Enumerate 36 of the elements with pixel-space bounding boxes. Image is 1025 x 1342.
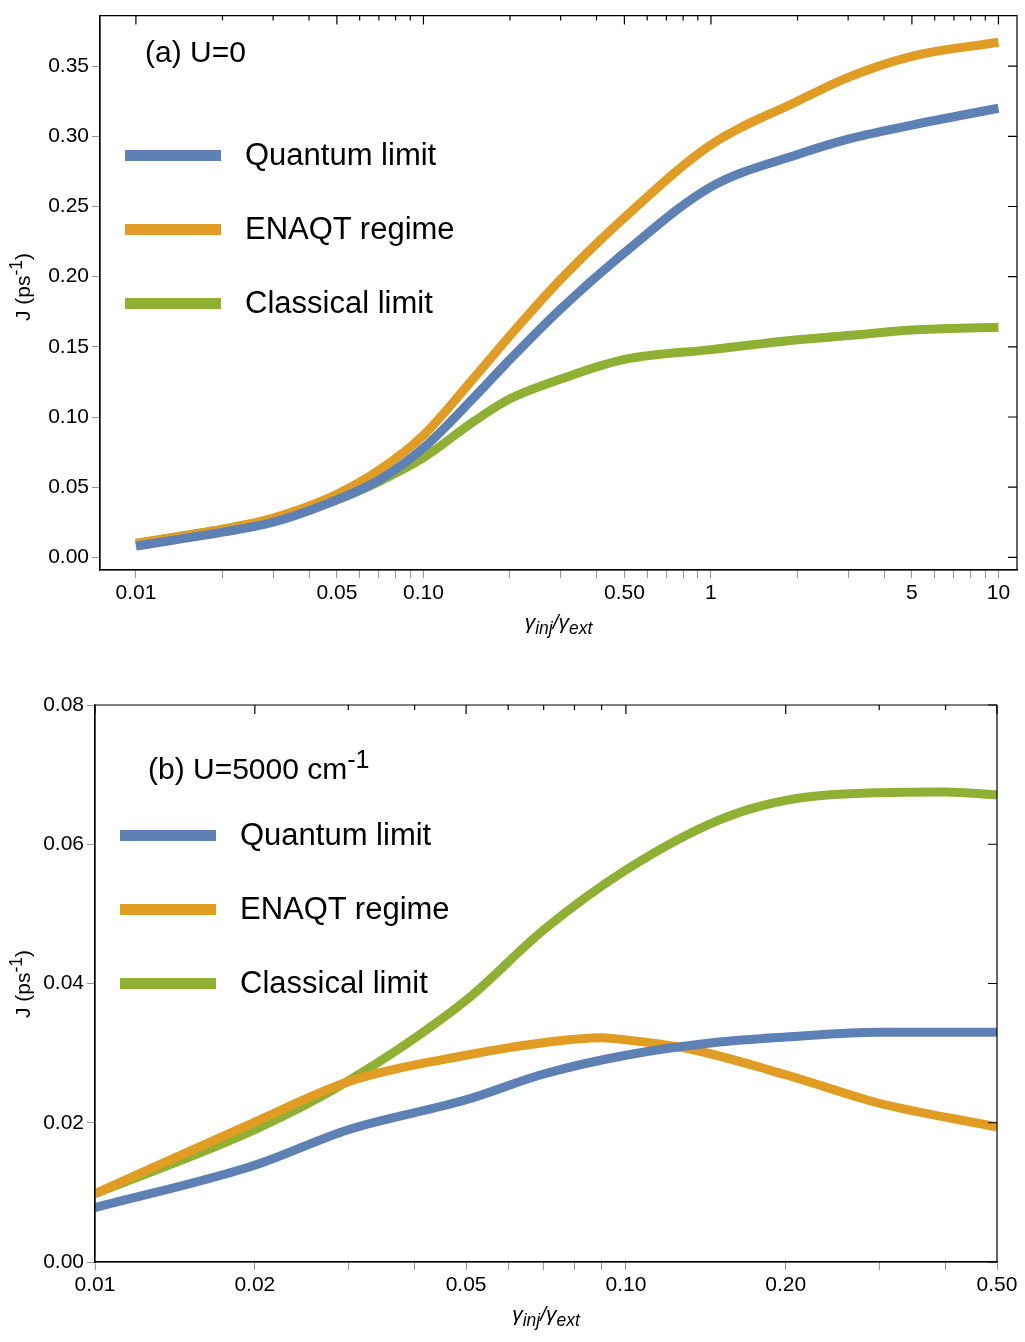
y-tick-label: 0.00 <box>43 1248 84 1272</box>
x-tick-label: 1 <box>705 580 717 604</box>
x-tick-label: 0.20 <box>765 1272 807 1296</box>
legend-label: Classical limit <box>245 285 433 321</box>
x-tick-label: 5 <box>906 580 918 604</box>
y-tick-label: 0.30 <box>48 123 89 147</box>
legend-label: ENAQT regime <box>240 891 450 927</box>
y-tick-label: 0.02 <box>43 1109 84 1133</box>
y-tick-label: 0.25 <box>48 193 89 217</box>
x-tick-label: 0.05 <box>316 580 358 604</box>
x-tick-label: 0.02 <box>234 1272 276 1296</box>
x-tick-label: 0.50 <box>603 580 645 604</box>
legend-label: Quantum limit <box>240 817 432 853</box>
y-tick-label: 0.10 <box>48 403 89 427</box>
x-tick-label: 10 <box>986 580 1011 604</box>
y-tick-label: 0.08 <box>43 691 84 715</box>
x-tick-label: 0.05 <box>445 1272 487 1296</box>
legend-label: Quantum limit <box>245 137 437 173</box>
x-axis-title: γ$_{inj}$/γ$_{ext}$ <box>524 610 593 640</box>
legend-label: Classical limit <box>240 965 428 1001</box>
y-tick-label: 0.00 <box>48 544 89 568</box>
y-tick-label: 0.20 <box>48 263 89 287</box>
x-tick-label: 0.10 <box>605 1272 647 1296</box>
legend-label: ENAQT regime <box>245 211 455 247</box>
y-tick-label: 0.35 <box>48 52 89 76</box>
y-tick-label: 0.06 <box>43 831 84 855</box>
y-tick-label: 0.05 <box>48 473 89 497</box>
x-tick-label: 0.01 <box>115 580 157 604</box>
x-tick-label: 0.50 <box>976 1272 1018 1296</box>
x-tick-label: 0.10 <box>403 580 444 604</box>
x-axis-title: γ$_{inj}$/γ$_{ext}$ <box>512 1302 580 1332</box>
y-tick-label: 0.04 <box>43 970 85 994</box>
annotation: (a) U=0 <box>145 35 246 69</box>
y-tick-label: 0.15 <box>48 333 89 357</box>
x-tick-label: 0.01 <box>74 1272 116 1296</box>
annotation: (b) U=5000 cm$^{-1}$ <box>148 745 370 786</box>
